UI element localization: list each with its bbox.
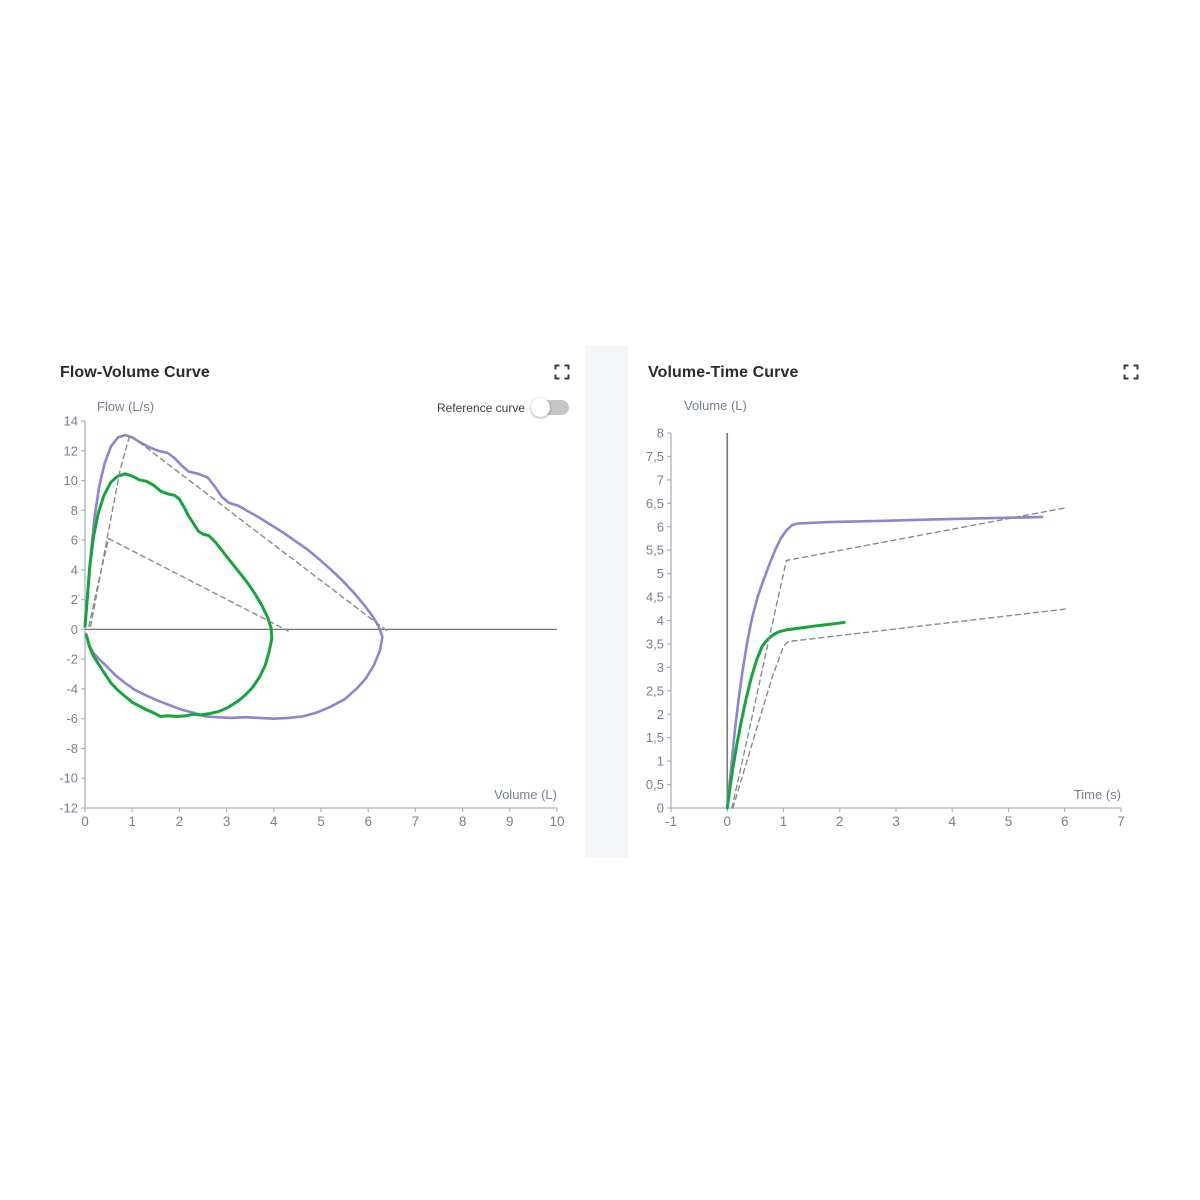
svg-text:7,5: 7,5: [646, 449, 664, 464]
svg-text:6: 6: [1061, 814, 1069, 829]
svg-text:0: 0: [81, 814, 89, 829]
toggle-knob: [531, 398, 550, 417]
svg-text:-4: -4: [66, 681, 78, 696]
svg-text:4: 4: [71, 562, 78, 577]
svg-text:4: 4: [270, 814, 278, 829]
svg-text:2: 2: [836, 814, 844, 829]
svg-text:4: 4: [948, 814, 956, 829]
expand-icon[interactable]: [1122, 364, 1140, 382]
svg-text:1: 1: [780, 814, 788, 829]
svg-text:10: 10: [549, 814, 564, 829]
reference-volume-time-upper: [731, 507, 1066, 809]
svg-text:-1: -1: [665, 814, 677, 829]
svg-text:-8: -8: [66, 741, 78, 756]
svg-text:5: 5: [1005, 814, 1013, 829]
green-flow-volume-loop: [83, 472, 274, 718]
svg-text:0: 0: [657, 801, 664, 816]
svg-text:-10: -10: [59, 771, 78, 786]
volume-time-card: Volume-Time Curve 8 7,5 7 6,5 6 5,5 5 4,5 4 3,5 3 2…: [628, 346, 1154, 858]
volume-time-title: Volume-Time Curve: [648, 364, 799, 381]
expand-icon[interactable]: [553, 364, 571, 382]
green-volume-time: [725, 620, 846, 810]
svg-text:3,5: 3,5: [646, 636, 664, 651]
volume-time-header: Volume-Time Curve: [648, 364, 1140, 382]
svg-text:1,5: 1,5: [646, 730, 664, 745]
svg-text:7: 7: [1117, 814, 1125, 829]
reference-curve-main: [90, 434, 388, 632]
svg-text:6: 6: [657, 519, 664, 534]
svg-text:4: 4: [657, 613, 664, 628]
svg-text:3: 3: [657, 660, 664, 675]
svg-text:8: 8: [71, 503, 78, 518]
svg-text:0: 0: [71, 622, 78, 637]
svg-text:0: 0: [723, 814, 731, 829]
svg-text:Time (s): Time (s): [1074, 787, 1121, 802]
reference-curve-secondary: [88, 537, 289, 632]
svg-text:5: 5: [657, 566, 664, 581]
volume-time-chart: 87,576,565,554,543,532,521,510,50-1 0 1 2 3 4…: [646, 398, 1125, 829]
svg-text:Flow (L/s): Flow (L/s): [97, 399, 154, 414]
svg-text:-6: -6: [66, 711, 78, 726]
svg-text:5,5: 5,5: [646, 543, 664, 558]
charts-section: Flow-Volume Curve Reference curve 14 12 10…: [40, 346, 1154, 858]
flow-volume-header: Flow-Volume Curve: [60, 364, 571, 382]
reference-curve-toggle-label: Reference curve: [436, 400, 525, 415]
purple-flow-volume-loop: [83, 433, 384, 721]
purple-volume-time: [726, 515, 1044, 810]
svg-text:2,5: 2,5: [646, 683, 664, 698]
svg-text:10: 10: [64, 473, 78, 488]
svg-text:2: 2: [657, 707, 664, 722]
svg-text:8: 8: [657, 426, 664, 441]
svg-text:6,5: 6,5: [646, 496, 664, 511]
svg-text:8: 8: [459, 814, 467, 829]
cards-gap: [585, 346, 628, 858]
svg-text:-12: -12: [59, 801, 78, 816]
fullscreen-corners-icon: [1123, 364, 1139, 380]
svg-text:1: 1: [128, 814, 136, 829]
svg-text:4,5: 4,5: [646, 590, 664, 605]
svg-text:14: 14: [64, 414, 78, 429]
svg-text:2: 2: [71, 592, 78, 607]
svg-text:Volume (L): Volume (L): [684, 398, 747, 413]
reference-curve-toggle-row: Reference curve: [436, 398, 569, 417]
svg-text:0,5: 0,5: [646, 777, 664, 792]
svg-text:1: 1: [657, 754, 664, 769]
reference-curve-toggle[interactable]: [531, 398, 569, 417]
svg-text:6: 6: [71, 533, 78, 548]
svg-text:3: 3: [223, 814, 231, 829]
svg-text:-2: -2: [66, 652, 78, 667]
svg-text:Volume (L): Volume (L): [494, 787, 557, 802]
flow-volume-card: Flow-Volume Curve Reference curve 14 12 10…: [40, 346, 585, 858]
flow-volume-title: Flow-Volume Curve: [60, 364, 210, 381]
reference-volume-time-lower: [732, 608, 1069, 809]
svg-text:12: 12: [64, 443, 78, 458]
svg-text:3: 3: [892, 814, 900, 829]
svg-text:6: 6: [364, 814, 372, 829]
svg-text:7: 7: [412, 814, 420, 829]
svg-text:2: 2: [176, 814, 184, 829]
svg-text:9: 9: [506, 814, 514, 829]
svg-text:5: 5: [317, 814, 325, 829]
svg-text:7: 7: [657, 472, 664, 487]
fullscreen-corners-icon: [554, 364, 570, 380]
